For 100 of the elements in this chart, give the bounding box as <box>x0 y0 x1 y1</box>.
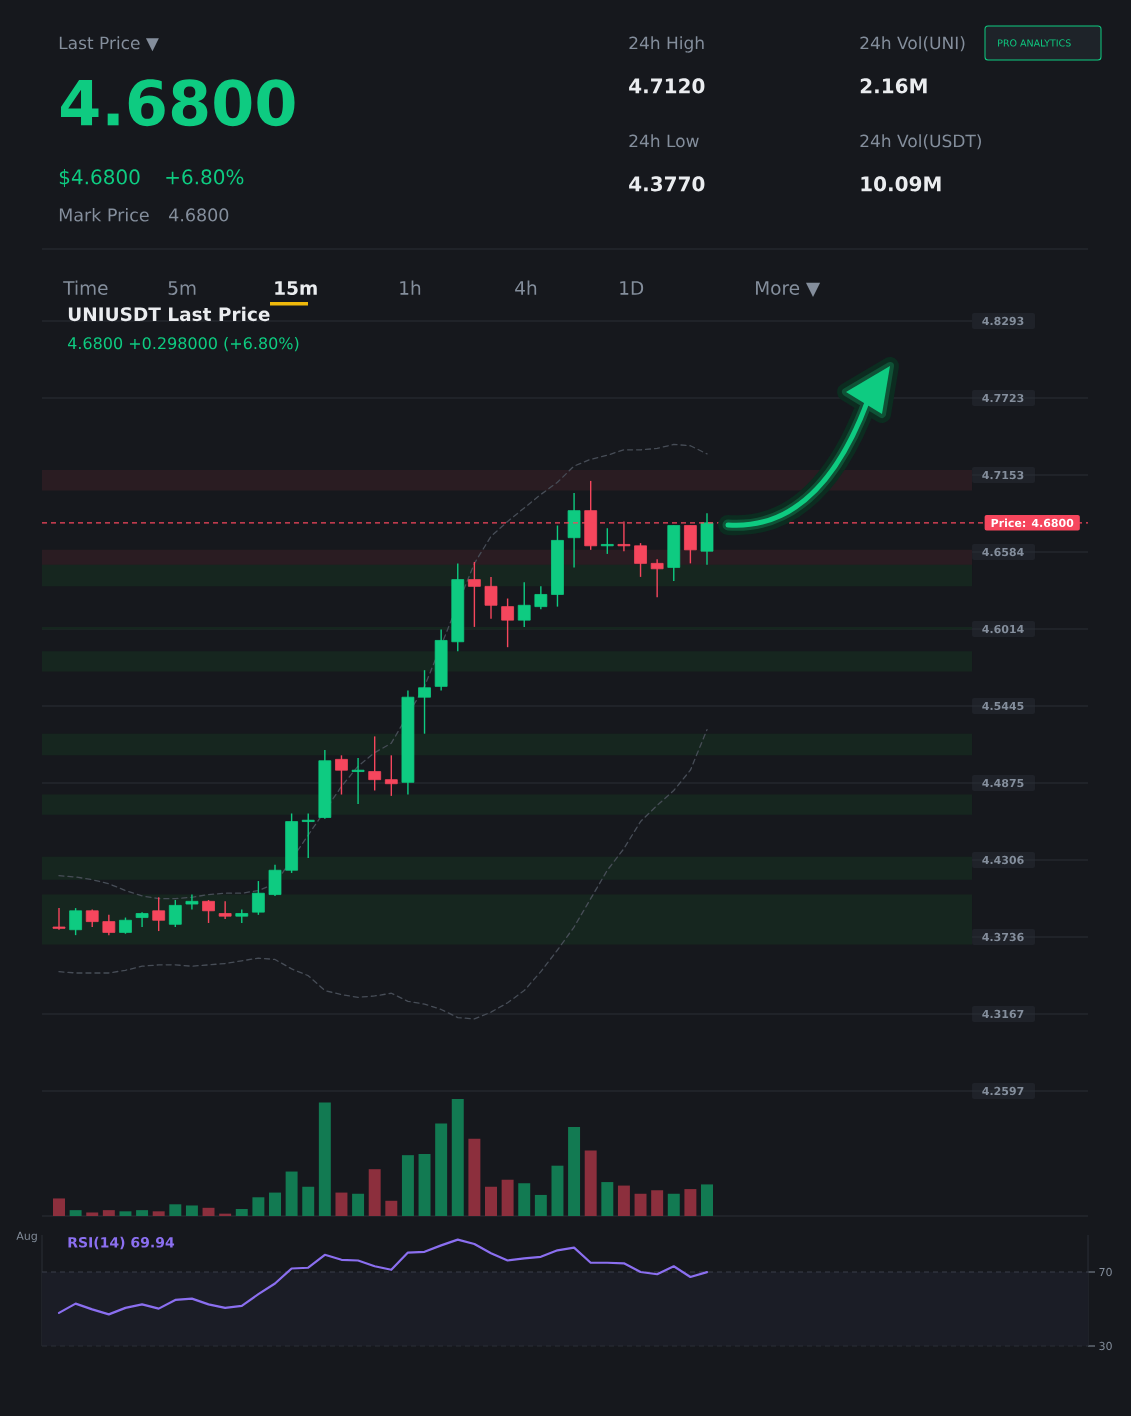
y-tick-label: 4.4306 <box>982 855 1024 865</box>
text: 24h High <box>629 36 704 53</box>
bar <box>451 1098 464 1216</box>
chart-title: UNIUSDT Last Price <box>68 306 270 322</box>
bar <box>568 1127 581 1216</box>
text: Time <box>63 280 108 295</box>
bar <box>185 1205 198 1216</box>
candlestick <box>69 907 82 936</box>
y-tick-label: 4.2597 <box>982 1086 1024 1096</box>
candlestick <box>218 900 232 920</box>
bar <box>119 1211 132 1216</box>
bar <box>102 1210 115 1216</box>
bar <box>335 1192 348 1216</box>
text: Aug <box>16 1231 37 1243</box>
text: 2.16M <box>860 78 927 94</box>
y-tick-label: 4.6014 <box>982 624 1024 634</box>
bar <box>501 1179 514 1216</box>
text: 4h <box>515 280 537 295</box>
bar <box>302 1186 315 1216</box>
y-tick-label: 4.6584 <box>982 547 1024 557</box>
text: 4.7120 <box>629 78 705 94</box>
text: 15m <box>275 281 317 295</box>
candlestick <box>152 896 166 932</box>
bar <box>584 1150 597 1216</box>
candlestick <box>634 542 647 578</box>
text: 4.6800 <box>169 208 229 222</box>
bar <box>534 1194 547 1216</box>
bar <box>252 1197 265 1216</box>
candlestick <box>102 914 116 936</box>
candlestick <box>135 911 149 928</box>
bar <box>169 1204 182 1216</box>
bar <box>684 1189 697 1216</box>
text: 5m <box>168 281 196 295</box>
y-tick-label: 4.7153 <box>982 470 1024 480</box>
y-tick-label: 4.3167 <box>982 1009 1024 1019</box>
candlestick <box>252 880 265 916</box>
candlestick <box>650 558 664 598</box>
bar <box>53 1198 65 1216</box>
bar <box>518 1183 531 1216</box>
bar <box>401 1155 414 1216</box>
candlestick <box>52 907 66 931</box>
bar <box>69 1210 82 1216</box>
candlestick <box>168 899 182 928</box>
text: 1h <box>400 280 421 295</box>
candlestick <box>468 561 481 628</box>
candlestick <box>484 576 498 620</box>
y-tick-label: 4.5445 <box>982 701 1024 711</box>
text: More ▼ <box>756 281 821 297</box>
text: $4.6800 <box>59 168 140 188</box>
candlestick <box>517 581 531 628</box>
text: 24h Low <box>629 134 699 148</box>
bar <box>202 1207 215 1216</box>
text: 24h Vol(USDT) <box>860 134 981 150</box>
y-tick-label: 4.7723 <box>982 393 1024 403</box>
bar <box>485 1186 497 1216</box>
bar <box>385 1200 398 1216</box>
y-tick-label: 4.8293 <box>982 316 1024 326</box>
bar <box>352 1193 365 1216</box>
bar <box>152 1211 165 1216</box>
text: 1D <box>620 281 644 295</box>
bar <box>86 1212 99 1216</box>
bar <box>667 1193 680 1216</box>
bar <box>651 1190 664 1216</box>
candlestick <box>384 754 398 797</box>
y-tick-label: 70 <box>1099 1267 1112 1277</box>
text: Last Price ▼ <box>59 36 159 52</box>
candlestick <box>202 899 215 924</box>
bar <box>551 1165 564 1216</box>
candlestick <box>501 597 514 648</box>
y-tick-label: 4.3736 <box>982 932 1024 942</box>
text: Mark Price <box>59 207 149 222</box>
text: 4.3770 <box>629 176 705 192</box>
text: 4.6800 +0.298000 (+6.80%) <box>67 336 299 352</box>
candlestick <box>301 812 315 859</box>
bar <box>136 1210 149 1216</box>
candlestick <box>185 893 199 911</box>
bar <box>701 1184 713 1216</box>
bar <box>285 1171 298 1216</box>
ref-line-label: Price: 4.6800 <box>991 518 1074 528</box>
bar <box>318 1102 331 1216</box>
y-tick-label: 30 <box>1099 1341 1112 1351</box>
y-tick-label: 4.4875 <box>982 778 1024 788</box>
text: 4.6800 <box>60 79 295 127</box>
candlestick <box>600 527 614 555</box>
text: 24h Vol(UNI) <box>860 36 965 52</box>
line-series <box>57 1238 709 1316</box>
bar <box>418 1153 431 1216</box>
text: PRO ANALYTICS <box>998 39 1071 47</box>
text: +6.80% <box>166 169 244 185</box>
candlestick <box>368 735 382 792</box>
bar <box>269 1192 281 1216</box>
candlestick <box>335 754 348 796</box>
candlestick <box>534 585 548 611</box>
bar <box>435 1123 448 1216</box>
candlestick <box>418 669 431 735</box>
bar <box>601 1182 614 1216</box>
text: 10.09M <box>861 176 941 192</box>
bar <box>235 1208 248 1216</box>
candlestick <box>351 757 365 805</box>
bar <box>634 1193 647 1216</box>
